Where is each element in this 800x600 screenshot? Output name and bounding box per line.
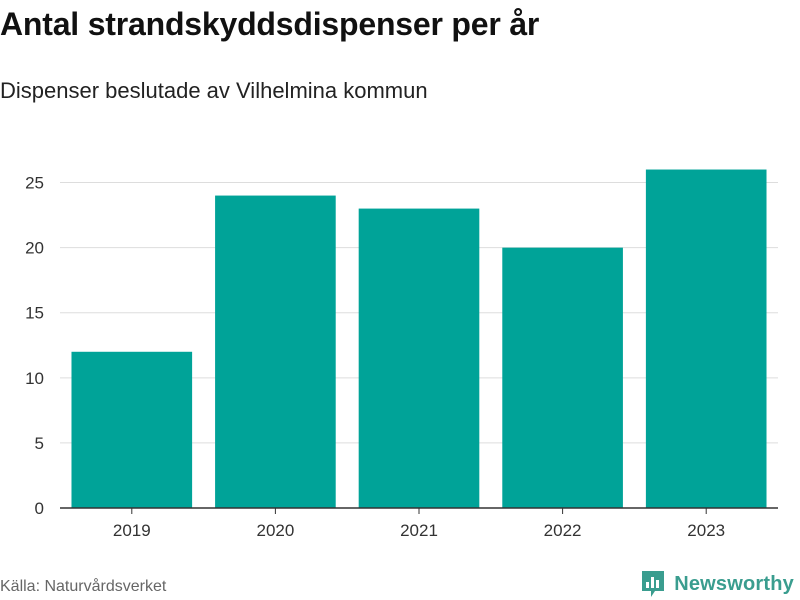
bar-2021 <box>358 208 480 508</box>
x-tick-label: 2019 <box>113 521 151 540</box>
chart-title: Antal strandskyddsdispenser per år <box>0 6 540 42</box>
bar-2023 <box>645 169 767 508</box>
y-tick-label: 0 <box>35 499 44 518</box>
y-tick-label: 5 <box>35 434 44 453</box>
source-note: Källa: Naturvårdsverket <box>0 578 167 595</box>
bar-2019 <box>71 351 193 508</box>
bar-2022 <box>502 247 623 509</box>
brand-logo: Newsworthy <box>640 569 794 599</box>
bar-chart: 0 5 10 15 20 25 2019 2020 2021 2022 2023 <box>25 169 778 540</box>
x-tick-label: 2023 <box>687 521 725 540</box>
brand-name: Newsworthy <box>674 572 794 595</box>
bar-2020 <box>215 195 336 508</box>
y-axis-ticks: 0 5 10 15 20 25 <box>25 174 44 518</box>
x-tick-label: 2021 <box>400 521 438 540</box>
x-tick-label: 2020 <box>256 521 294 540</box>
x-axis-ticks: 2019 2020 2021 2022 2023 <box>113 508 725 540</box>
newsworthy-icon <box>642 571 665 597</box>
y-tick-label: 25 <box>25 174 44 193</box>
y-tick-label: 15 <box>25 304 44 323</box>
bars <box>71 169 767 509</box>
y-tick-label: 10 <box>25 369 44 388</box>
x-tick-label: 2022 <box>544 521 582 540</box>
y-tick-label: 20 <box>25 239 44 258</box>
chart-subtitle: Dispenser beslutade av Vilhelmina kommun <box>0 78 428 103</box>
